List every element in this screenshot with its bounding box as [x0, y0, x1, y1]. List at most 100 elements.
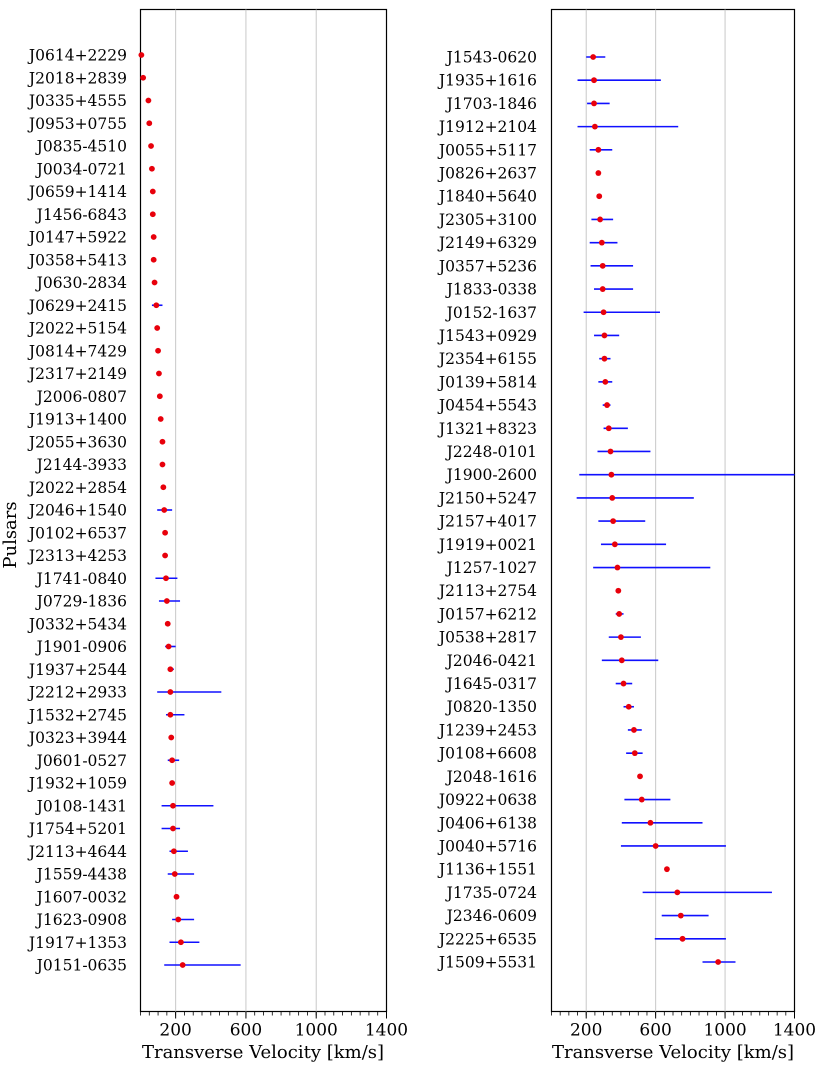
data-point: [179, 962, 186, 968]
pulsar-label: J1919+0021: [437, 536, 537, 554]
pulsar-label: J1136+1551: [437, 861, 537, 879]
pulsar-label: J0151-0635: [35, 957, 127, 975]
pulsar-label: J0055+5117: [437, 141, 537, 159]
data-point: [173, 893, 180, 900]
pulsar-label: J0357+5236: [437, 257, 537, 275]
data-point: [674, 889, 681, 896]
data-point: [618, 634, 624, 641]
pulsar-label: J0152-1637: [445, 304, 537, 322]
data-point: [171, 871, 178, 877]
pulsar-label: J2006-0807: [35, 388, 127, 406]
data-point: [611, 541, 618, 548]
data-point: [620, 680, 627, 687]
pulsar-label: J0102+6537: [27, 524, 127, 542]
data-point: [590, 54, 597, 60]
data-point: [609, 494, 616, 501]
data-point: [150, 256, 157, 263]
pulsar-label: J1509+5531: [437, 954, 537, 972]
pulsar-label: J2113+2754: [437, 582, 537, 600]
pulsar-label: J1741-0840: [35, 570, 127, 588]
data-point: [178, 939, 184, 946]
pulsar-label: J0040+5716: [437, 837, 537, 855]
data-point: [149, 211, 156, 218]
pulsar-label: J1901-0906: [35, 638, 127, 656]
pulsar-label: J0454+5543: [437, 397, 537, 415]
pulsar-label: J1932+1059: [27, 775, 127, 793]
pulsar-label: J0034-0721: [35, 160, 127, 178]
pulsar-label: J0157+6212: [437, 605, 537, 623]
data-point: [602, 378, 609, 385]
pulsar-label: J2225+6535: [437, 930, 537, 948]
pulsar-label: J1735-0724: [445, 884, 537, 902]
data-point: [631, 727, 637, 733]
pulsar-label: J1703-1846: [445, 95, 537, 113]
pulsar-label: J0323+3944: [27, 729, 127, 747]
data-point: [167, 711, 174, 718]
pulsar-label: J0406+6138: [437, 814, 537, 832]
pulsar-label: J2048-1616: [445, 768, 537, 786]
data-point: [159, 438, 166, 445]
data-point: [652, 843, 659, 849]
plot-layer: 200 600 1000 1400 J0614+2229 J2018+2839 J0335+…: [27, 9, 816, 1041]
pulsar-label: J2150+5247: [437, 489, 537, 507]
pulsar-label: J1456-6843: [35, 206, 127, 224]
pulsar-label: J2346-0609: [445, 907, 537, 925]
data-point: [164, 620, 171, 627]
pulsar-label: J0835-4510: [35, 138, 127, 156]
pulsar-label: J1543-0620: [445, 49, 537, 67]
panel-2: 200 600 1000 1400 J1543-0620 J1935+1616 J1703-…: [437, 9, 816, 1041]
pulsar-label: J2144-3933: [35, 456, 127, 474]
pulsar-label: J0108-1431: [35, 797, 127, 815]
data-point: [679, 935, 686, 942]
pulsar-label: J1532+2745: [27, 706, 127, 724]
pulsar-label: J1559-4438: [35, 866, 127, 884]
data-point: [638, 796, 645, 803]
data-point: [167, 666, 174, 673]
pulsar-label: J1257-1027: [445, 559, 537, 577]
pulsar-label: J0659+1414: [27, 183, 127, 201]
data-point: [153, 302, 160, 309]
data-point: [148, 143, 154, 149]
pulsar-label: J2022+5154: [27, 320, 127, 338]
data-point: [149, 165, 155, 172]
data-point: [596, 193, 603, 200]
pulsar-label: J0538+2817: [437, 629, 537, 647]
left-panel-frame: [139, 8, 388, 1013]
pulsar-label: J0922+0638: [437, 791, 537, 809]
pulsar-label: J2354+6155: [437, 350, 537, 368]
x-tick-label: 600: [639, 1021, 671, 1041]
data-point: [616, 611, 623, 617]
data-point: [146, 120, 153, 127]
data-point: [170, 825, 176, 832]
data-point: [591, 100, 597, 107]
pulsar-label: J1935+1616: [437, 72, 537, 90]
data-point: [170, 848, 177, 855]
pulsar-label: J0601-0527: [35, 752, 127, 770]
data-point: [591, 77, 597, 84]
x-axis-label-right: Transverse Velocity [km/s]: [552, 1042, 794, 1063]
data-point: [162, 529, 169, 536]
data-point: [149, 188, 156, 195]
pulsar-label: J1937+2544: [27, 661, 127, 679]
pulsar-label: J2113+4644: [27, 843, 127, 861]
pulsar-label: J2022+2854: [27, 479, 127, 497]
data-point: [165, 643, 172, 650]
data-point: [637, 773, 643, 780]
pulsar-label: J2157+4017: [437, 513, 537, 531]
data-point: [145, 97, 152, 104]
data-point: [595, 146, 602, 153]
pulsar-label: J0953+0755: [27, 115, 127, 133]
data-point: [595, 170, 602, 176]
pulsar-label: J2055+3630: [27, 433, 127, 451]
data-point: [150, 234, 157, 240]
data-point: [163, 598, 170, 604]
data-point: [677, 912, 684, 919]
data-point: [604, 402, 610, 408]
data-point: [715, 959, 722, 965]
data-point: [161, 507, 168, 513]
pulsar-label: J1239+2453: [437, 721, 537, 739]
pulsar-label: J1913+1400: [27, 411, 127, 429]
data-point: [167, 689, 174, 695]
data-point: [163, 575, 169, 582]
data-point: [598, 239, 605, 246]
